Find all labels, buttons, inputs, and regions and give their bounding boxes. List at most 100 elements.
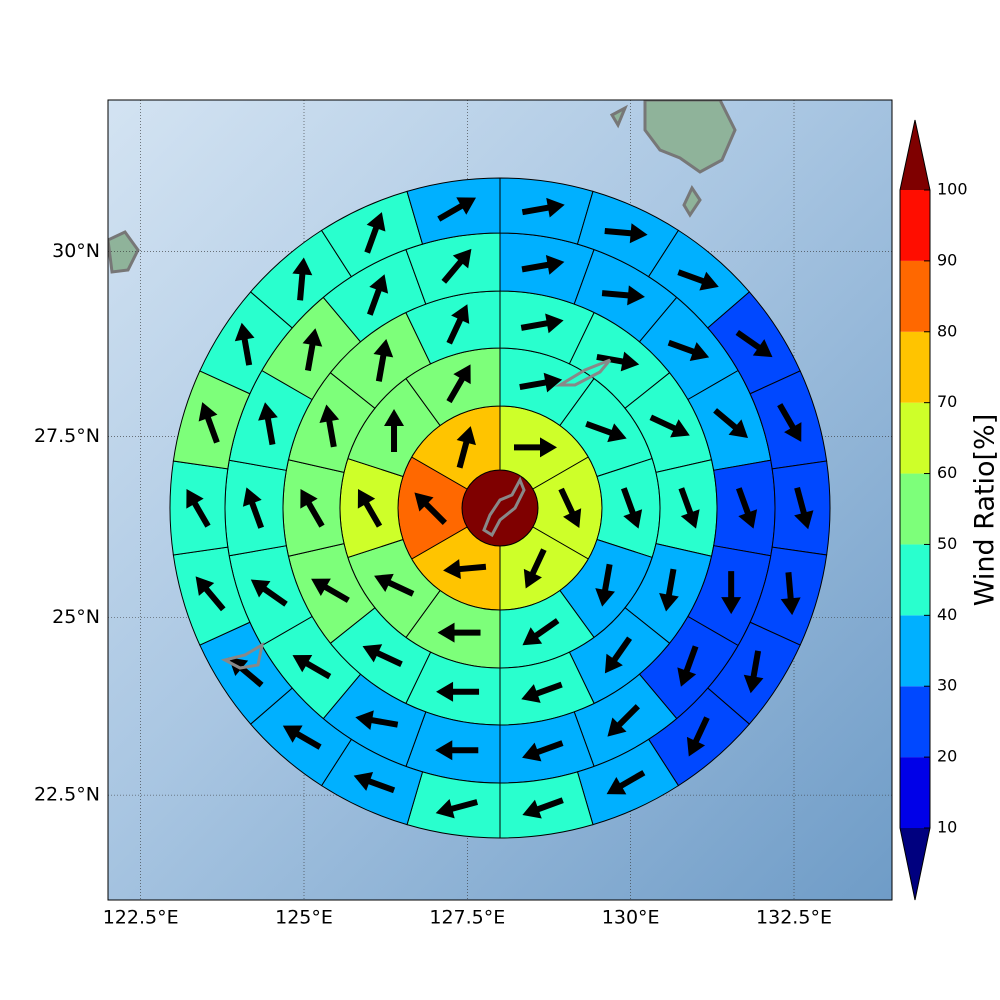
wind-arrow (620, 487, 643, 529)
colorbar: 10 20 30 40 50 60 70 80 90 100 (899, 119, 968, 901)
wind-arrow (735, 487, 758, 529)
wind-arrow (437, 622, 481, 643)
colorbar-tick-label: 70 (937, 392, 957, 411)
wind-arrow (595, 563, 615, 607)
wind-arrow (780, 572, 801, 616)
wind-arrow (373, 338, 394, 382)
wind-arrow (441, 248, 472, 284)
colorbar-tick-label: 40 (937, 605, 957, 624)
wind-arrow (292, 257, 313, 301)
colorbar-segment (900, 331, 930, 403)
wind-arrow (686, 716, 710, 757)
wind-arrow (735, 329, 773, 358)
wind-arrow (677, 645, 699, 687)
wind-arrow (435, 799, 479, 819)
colorbar-segment (900, 260, 930, 332)
wind-arrow (777, 403, 802, 442)
land (682, 184, 702, 218)
wind-arrow (607, 704, 640, 737)
wind-arrow (659, 568, 679, 612)
wind-arrow (522, 618, 560, 646)
wind-arrow (794, 486, 814, 530)
wind-arrow (384, 409, 405, 453)
wind-arrow (601, 285, 645, 306)
x-tick-label: 127.5°E (429, 907, 505, 929)
wind-arrow (585, 420, 627, 443)
colorbar-segment (900, 686, 930, 758)
colorbar-tick-label: 30 (937, 676, 957, 695)
wind-arrow (523, 548, 547, 589)
wind-arrow (311, 578, 350, 603)
island-outline (220, 642, 265, 670)
colorbar-segment (900, 544, 930, 616)
wind-arrow (282, 725, 322, 750)
y-tick-label: 27.5°N (34, 425, 100, 447)
wind-arrow (521, 197, 565, 218)
wind-arrow (677, 269, 719, 291)
wind-arrow (436, 681, 480, 702)
map (108, 100, 892, 900)
colorbar-segment (900, 757, 930, 828)
wind-arrow (437, 197, 477, 222)
island-outline (482, 476, 526, 538)
wind-arrow (596, 351, 640, 372)
wind-arrow (649, 414, 690, 438)
colorbar-segment (900, 402, 930, 474)
colorbar-tick-label: 10 (937, 818, 957, 837)
colorbar-label: Wind Ratio[%] (970, 414, 1000, 606)
wind-arrow (186, 488, 211, 528)
wind-arrow (721, 571, 742, 615)
wind-arrow (355, 710, 399, 731)
wind-arrow (667, 339, 710, 361)
wind-arrow (292, 654, 332, 680)
wind-arrow (362, 644, 403, 667)
land (609, 104, 628, 129)
x-tick-label: 132.5°E (756, 907, 832, 929)
wind-arrow (456, 426, 476, 469)
colorbar-tick-label: 50 (937, 534, 957, 553)
colorbar-tick-label: 90 (937, 250, 957, 269)
wind-arrow (250, 579, 288, 607)
sectors (169, 177, 831, 839)
colorbar-tick-label: 60 (937, 463, 957, 482)
island-outline (554, 358, 612, 387)
wind-arrow (604, 636, 633, 674)
colorbar-tick-label: 20 (937, 747, 957, 766)
colorbar-extension-over (900, 120, 930, 190)
x-tick-label: 122.5°E (103, 907, 179, 929)
wind-arrow (242, 487, 265, 529)
wind-arrow (195, 576, 226, 612)
x-tick-label: 125°E (275, 907, 333, 929)
wind-arrow (519, 372, 563, 393)
wind-arrow (353, 772, 396, 794)
wind-arrow (446, 304, 470, 345)
wind-arrow (414, 492, 447, 525)
land (108, 230, 140, 274)
wind-arrow (234, 322, 255, 366)
y-tick-label: 22.5°N (34, 784, 100, 806)
wind-arrow (558, 487, 582, 528)
wind-arrow (300, 488, 325, 528)
wind-arrow (522, 740, 564, 762)
wind-arrow (302, 328, 323, 372)
wind-arrow (446, 364, 471, 404)
wind-arrow (366, 274, 389, 316)
colorbar-extension-under (900, 828, 930, 900)
x-tick-label: 130°E (602, 907, 660, 929)
wind-arrow (606, 770, 646, 795)
wind-arrow (374, 573, 415, 597)
colorbar-segment (900, 615, 930, 687)
wind-arrow (521, 255, 565, 275)
wind-arrow (364, 212, 386, 254)
wind-arrow (443, 559, 487, 580)
wind-arrow (228, 657, 264, 688)
wind-arrow (258, 402, 278, 446)
colorbar-tick-label: 100 (937, 180, 968, 199)
colorbar-tick-label: 80 (937, 321, 957, 340)
wind-arrow (520, 313, 564, 334)
wind-arrow (319, 404, 340, 448)
axes: 122.5°E 125°E 127.5°E 130°E 132.5°E 22.5°N 25°… (34, 240, 832, 928)
y-tick-label: 30°N (52, 240, 100, 262)
wind-arrow (743, 650, 764, 694)
